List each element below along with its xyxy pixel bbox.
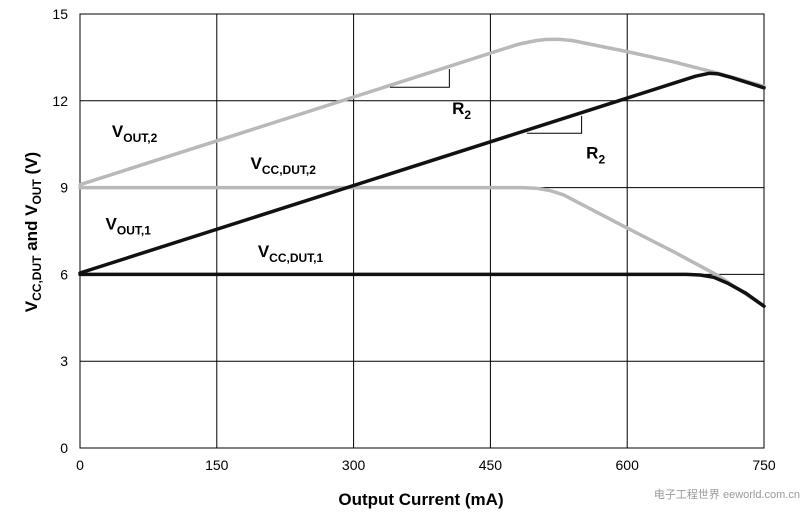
slope-markers bbox=[390, 68, 583, 134]
y-axis-title: VCC,DUT and VOUT (V) bbox=[22, 152, 44, 312]
slope-marker-top bbox=[390, 68, 450, 88]
y-tick-label: 6 bbox=[60, 266, 68, 282]
y-tick-label: 3 bbox=[60, 353, 68, 369]
label-vccdut2: VCC,DUT,2 bbox=[251, 154, 317, 177]
series-annotations: VOUT,2 VCC,DUT,2 VOUT,1 VCC,DUT,1 R2 R2 bbox=[106, 99, 606, 265]
watermark: 电子工程世界 eeworld.com.cn bbox=[654, 488, 800, 501]
x-tick-label: 750 bbox=[752, 457, 776, 473]
series-line-vout2 bbox=[78, 37, 766, 187]
plot-background bbox=[80, 14, 764, 448]
y-tick-label: 0 bbox=[60, 440, 68, 456]
series-line-vccdut2 bbox=[78, 185, 766, 308]
label-vout1: VOUT,1 bbox=[106, 215, 152, 238]
slope-marker-mid bbox=[526, 115, 583, 134]
label-vccdut1: VCC,DUT,1 bbox=[258, 242, 324, 265]
y-tick-labels: 0 3 6 9 12 15 bbox=[52, 6, 68, 456]
y-tick-label: 9 bbox=[60, 180, 68, 196]
x-tick-label: 450 bbox=[479, 457, 503, 473]
series-line-vout1 bbox=[78, 71, 766, 275]
x-tick-label: 300 bbox=[342, 457, 366, 473]
label-r2-top: R2 bbox=[452, 99, 471, 122]
x-axis-title: Output Current (mA) bbox=[338, 490, 503, 509]
plot-frame bbox=[79, 13, 765, 449]
y-tick-label: 15 bbox=[52, 6, 68, 22]
x-tick-label: 150 bbox=[205, 457, 229, 473]
series-lines bbox=[78, 37, 766, 308]
y-tick-label: 12 bbox=[52, 93, 68, 109]
x-tick-label: 0 bbox=[76, 457, 84, 473]
x-tick-label: 600 bbox=[616, 457, 640, 473]
label-vout2: VOUT,2 bbox=[112, 122, 158, 145]
x-tick-labels: 0 150 300 450 600 750 bbox=[76, 457, 776, 473]
series-line-vccdut1 bbox=[78, 272, 766, 308]
label-r2-mid: R2 bbox=[586, 144, 605, 167]
